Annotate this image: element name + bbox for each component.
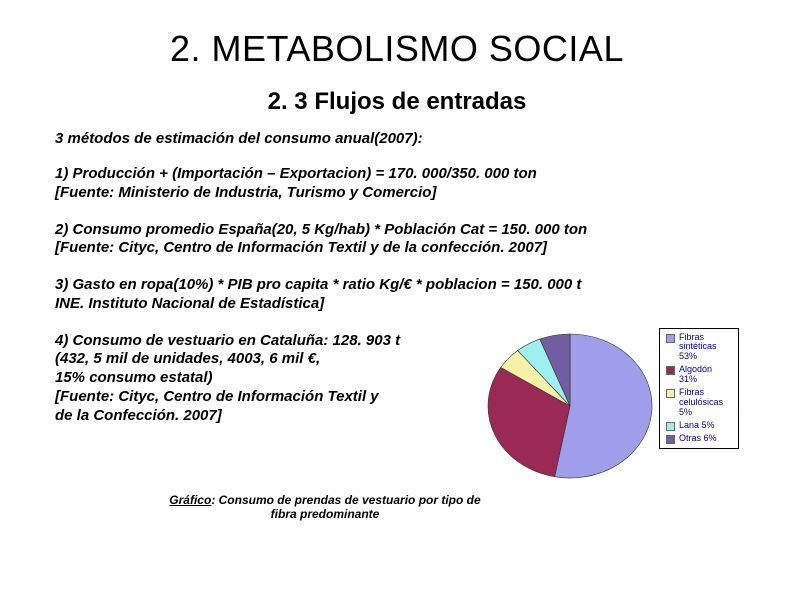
legend-item: Fibras sintéticas 53% [666,333,732,363]
method-4-line4: [Fuente: Cityc, Centro de Información Te… [55,388,379,405]
legend-label: Otras 6% [679,434,717,444]
method-2: 2) Consumo promedio España(20, 5 Kg/hab)… [55,221,739,259]
legend-item: Fibras celulósicas 5% [666,388,732,418]
legend-item: Lana 5% [666,421,732,431]
method-4-line5: de la Confección. 2007] [55,407,222,424]
method-3: 3) Gasto en ropa(10%) * PIB pro capita *… [55,276,739,314]
legend-swatch [666,334,675,343]
method-4-line3: 15% consumo estatal) [55,369,213,386]
legend-item: Algodón 31% [666,365,732,385]
legend-label: Fibras sintéticas 53% [679,333,732,363]
method-2-line1: 2) Consumo promedio España(20, 5 Kg/hab)… [55,221,587,238]
method-2-line2: [Fuente: Cityc, Centro de Información Te… [55,239,547,256]
legend-swatch [666,366,675,375]
pie-chart [480,328,655,483]
pie-legend: Fibras sintéticas 53%Algodón 31% Fibras c… [659,328,739,449]
method-1-line2: [Fuente: Ministerio de Industria, Turism… [55,184,436,201]
chart-caption: Gráfico: Consumo de prendas de vestuario… [165,493,485,521]
legend-label: Algodón 31% [679,365,732,385]
legend-item: Otras 6% [666,434,732,444]
chart-caption-rest: : Consumo de prendas de vestuario por ti… [211,493,480,521]
page-subtitle: 2. 3 Flujos de entradas [55,88,739,116]
method-3-line2: INE. Instituto Nacional de Estadística] [55,295,324,312]
chart-caption-lead: Gráfico [169,493,211,507]
method-4: 4) Consumo de vestuario en Cataluña: 128… [55,332,470,426]
legend-label: Lana 5% [679,421,715,431]
page-title: 2. METABOLISMO SOCIAL [55,28,739,70]
legend-swatch [666,422,675,431]
method-1: 1) Producción + (Importación – Exportaci… [55,165,739,203]
method-3-line1: 3) Gasto en ropa(10%) * PIB pro capita *… [55,276,581,293]
pie-svg [480,328,655,483]
method-4-line1: 4) Consumo de vestuario en Cataluña: 128… [55,332,400,349]
method-4-row: 4) Consumo de vestuario en Cataluña: 128… [55,332,739,483]
legend-swatch [666,389,675,398]
slide: 2. METABOLISMO SOCIAL 2. 3 Flujos de ent… [0,0,794,541]
method-4-line2: (432, 5 mil de unidades, 4003, 6 mil €, [55,350,320,367]
pie-chart-area: Fibras sintéticas 53%Algodón 31% Fibras c… [480,328,739,483]
method-1-line1: 1) Producción + (Importación – Exportaci… [55,165,537,182]
legend-swatch [666,435,675,444]
intro-text: 3 métodos de estimación del consumo anua… [55,130,739,147]
legend-label: Fibras celulósicas 5% [679,388,732,418]
